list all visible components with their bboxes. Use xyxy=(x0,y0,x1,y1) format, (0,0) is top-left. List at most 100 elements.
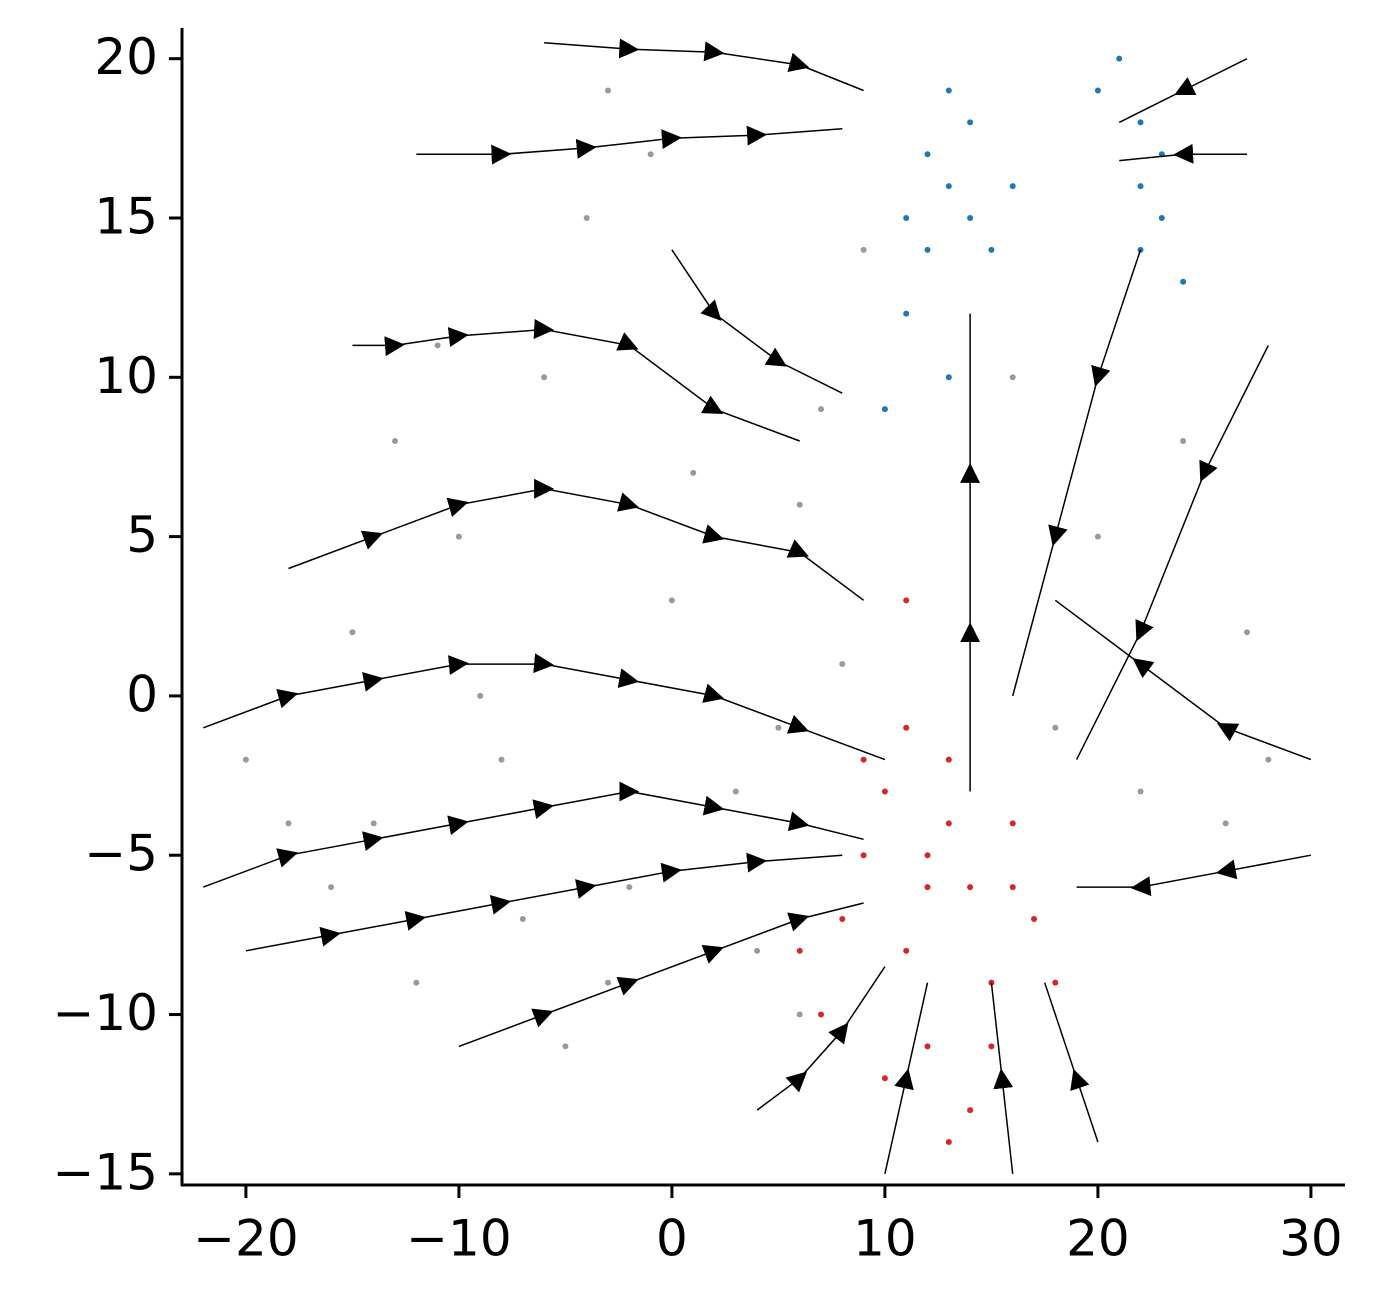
scatter-point xyxy=(967,214,974,221)
scatter-point xyxy=(1009,374,1016,381)
scatter-point xyxy=(860,852,867,859)
scatter-point xyxy=(1009,884,1016,891)
scatter-point xyxy=(690,469,697,476)
y-tick-label: −15 xyxy=(52,1143,158,1201)
scatter-point xyxy=(562,1043,569,1050)
scatter-point xyxy=(1009,183,1016,190)
scatter-point xyxy=(924,1043,931,1050)
scatter-point xyxy=(988,979,995,986)
y-tick-label: 5 xyxy=(126,506,158,564)
scatter-point xyxy=(1031,915,1038,922)
streamline xyxy=(544,38,864,92)
streamline xyxy=(416,125,843,165)
scatter-point xyxy=(328,884,335,891)
scatter-point xyxy=(1052,979,1059,986)
scatter-point xyxy=(605,87,612,94)
scatter-point xyxy=(1265,756,1272,763)
scatter-point xyxy=(945,820,952,827)
scatter-point xyxy=(605,979,612,986)
scatter-point xyxy=(392,438,399,445)
streamline xyxy=(1043,982,1099,1143)
streamline xyxy=(990,982,1014,1174)
x-tick-label: 10 xyxy=(853,1210,917,1268)
scatter-point xyxy=(945,87,952,94)
scatter-point xyxy=(349,629,356,636)
scatter-point xyxy=(285,820,292,827)
scatter-point xyxy=(839,661,846,668)
scatter-point xyxy=(818,1011,825,1018)
scatter-point xyxy=(818,406,825,413)
scatter-point xyxy=(796,1011,803,1018)
scatter-point xyxy=(370,820,377,827)
scatter-point xyxy=(1094,533,1101,540)
scatter-point xyxy=(498,756,505,763)
x-tick-label: 20 xyxy=(1066,1210,1130,1268)
scatter-point xyxy=(967,119,974,126)
streamline xyxy=(203,653,886,761)
scatter-point xyxy=(839,915,846,922)
scatter-point xyxy=(945,374,952,381)
scatter-point xyxy=(796,947,803,954)
scatter-point xyxy=(1116,55,1123,62)
scatter-point xyxy=(1222,820,1229,827)
y-tick-label: 0 xyxy=(126,665,158,723)
scatter-point xyxy=(1137,788,1144,795)
streamline xyxy=(203,781,864,888)
streamline xyxy=(352,318,800,442)
scatter-point xyxy=(924,852,931,859)
scatter-point xyxy=(1180,438,1187,445)
scatter-point xyxy=(967,1107,974,1114)
streamline xyxy=(288,478,865,601)
scatter-point xyxy=(455,533,462,540)
x-tick-label: −10 xyxy=(406,1210,512,1268)
scatter-point xyxy=(541,374,548,381)
streamline xyxy=(1075,345,1269,760)
scatter-point xyxy=(434,342,441,349)
y-tick-label: −5 xyxy=(84,825,158,883)
streamline xyxy=(1118,58,1248,124)
scatter-point xyxy=(732,788,739,795)
scatter-point xyxy=(903,724,910,731)
scatter-point xyxy=(881,788,888,795)
scatter-point xyxy=(903,310,910,317)
scatter-point xyxy=(477,692,484,699)
streamline xyxy=(884,982,929,1174)
scatter-point xyxy=(1244,629,1251,636)
scatter-point xyxy=(1094,87,1101,94)
scatter-point xyxy=(924,246,931,253)
streamline xyxy=(1119,143,1247,164)
y-tick-label: 10 xyxy=(94,347,158,405)
streamline xyxy=(458,902,864,1048)
streamline xyxy=(1011,249,1142,697)
scatter-point xyxy=(945,183,952,190)
scatter-point xyxy=(754,947,761,954)
scatter-point xyxy=(626,884,633,891)
scatter-point xyxy=(1009,820,1016,827)
scatter-point xyxy=(242,756,249,763)
scatter-point xyxy=(647,151,654,158)
scatter-point xyxy=(796,501,803,508)
x-tick-label: 30 xyxy=(1279,1210,1343,1268)
scatter-point xyxy=(860,756,867,763)
y-tick-label: 15 xyxy=(94,187,158,245)
scatter-point xyxy=(1137,183,1144,190)
scatter-point xyxy=(967,884,974,891)
streamline xyxy=(1054,599,1312,761)
scatter-point xyxy=(903,597,910,604)
scatter-point xyxy=(519,915,526,922)
scatter-point xyxy=(413,979,420,986)
scatter-point xyxy=(1158,214,1165,221)
scatter-point xyxy=(945,1138,952,1145)
scatter-point xyxy=(988,1043,995,1050)
scatter-point xyxy=(945,756,952,763)
scatter-point xyxy=(1180,278,1187,285)
streamline xyxy=(756,966,886,1111)
x-tick-label: −20 xyxy=(193,1210,299,1268)
scatter-point xyxy=(1052,724,1059,731)
scatter-point xyxy=(1137,119,1144,126)
x-tick-label: 0 xyxy=(656,1210,688,1268)
scatter-point xyxy=(924,151,931,158)
scatter-point xyxy=(903,214,910,221)
streamline xyxy=(671,249,843,394)
